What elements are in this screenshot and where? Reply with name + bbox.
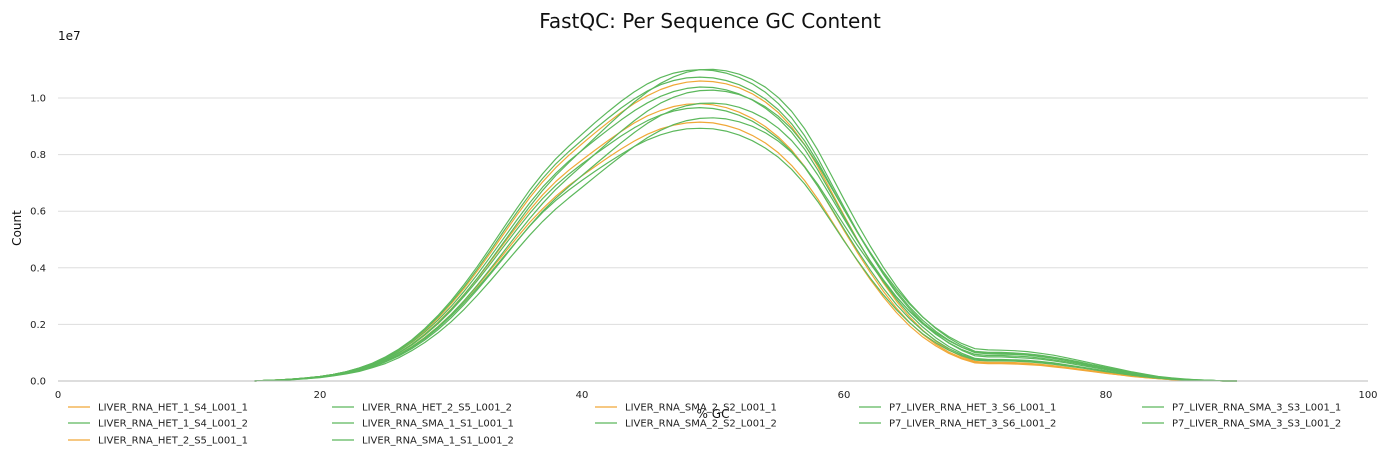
series-line bbox=[254, 117, 1237, 382]
legend-entry: LIVER_RNA_HET_1_S4_L001_1 bbox=[98, 403, 248, 414]
series-line bbox=[254, 69, 1237, 382]
series-line bbox=[254, 127, 1237, 382]
legend-entry: LIVER_RNA_SMA_1_S1_L001_1 bbox=[362, 419, 514, 430]
y-tick-label: 0.0 bbox=[30, 377, 46, 388]
legend-entry: LIVER_RNA_SMA_2_S2_L001_2 bbox=[625, 419, 777, 430]
x-tick-label: 20 bbox=[314, 390, 327, 401]
y-tick-labels: 0.0 0.2 0.4 0.6 0.8 1.0 bbox=[30, 94, 46, 388]
chart-title: FastQC: Per Sequence GC Content bbox=[539, 9, 881, 33]
y-tick-label: 1.0 bbox=[30, 94, 46, 105]
series-line bbox=[254, 68, 1237, 382]
x-tick-label: 0 bbox=[55, 390, 61, 401]
x-tick-labels: 0 20 40 60 80 100 bbox=[55, 390, 1378, 401]
legend-entry: P7_LIVER_RNA_SMA_3_S3_L001_1 bbox=[1172, 403, 1341, 414]
series-line bbox=[254, 103, 1237, 382]
legend-entry: P7_LIVER_RNA_SMA_3_S3_L001_2 bbox=[1172, 419, 1341, 430]
legend-entry: LIVER_RNA_SMA_1_S1_L001_2 bbox=[362, 436, 514, 447]
y-axis-label: Count bbox=[10, 210, 24, 246]
series-line bbox=[254, 106, 1237, 382]
y-tick-label: 0.6 bbox=[30, 207, 46, 218]
x-tick-label: 80 bbox=[1100, 390, 1113, 401]
x-axis-label: % GC bbox=[697, 407, 730, 421]
legend-entry: LIVER_RNA_HET_2_S5_L001_1 bbox=[98, 436, 248, 447]
y-tick-label: 0.2 bbox=[30, 320, 46, 331]
legend-entry: P7_LIVER_RNA_HET_3_S6_L001_2 bbox=[889, 419, 1056, 430]
series-line bbox=[254, 121, 1237, 382]
legend: LIVER_RNA_HET_1_S4_L001_1 LIVER_RNA_HET_1… bbox=[68, 403, 1341, 447]
series-line bbox=[254, 89, 1237, 382]
legend-entry: P7_LIVER_RNA_HET_3_S6_L001_1 bbox=[889, 403, 1056, 414]
series-line bbox=[254, 86, 1237, 382]
legend-entry: LIVER_RNA_HET_2_S5_L001_2 bbox=[362, 403, 512, 414]
grid-lines bbox=[58, 97, 1368, 325]
y-axis-multiplier: 1e7 bbox=[58, 29, 81, 43]
x-tick-label: 60 bbox=[838, 390, 851, 401]
x-tick-label: 100 bbox=[1358, 390, 1377, 401]
series-line bbox=[254, 80, 1237, 382]
y-tick-label: 0.4 bbox=[30, 263, 46, 274]
series-line bbox=[254, 102, 1237, 382]
series-line bbox=[254, 76, 1237, 382]
y-tick-label: 0.8 bbox=[30, 150, 46, 161]
legend-entry: LIVER_RNA_SMA_2_S2_L001_1 bbox=[625, 403, 777, 414]
legend-entry: LIVER_RNA_HET_1_S4_L001_2 bbox=[98, 419, 248, 430]
x-tick-label: 40 bbox=[576, 390, 589, 401]
series-lines bbox=[254, 68, 1237, 382]
